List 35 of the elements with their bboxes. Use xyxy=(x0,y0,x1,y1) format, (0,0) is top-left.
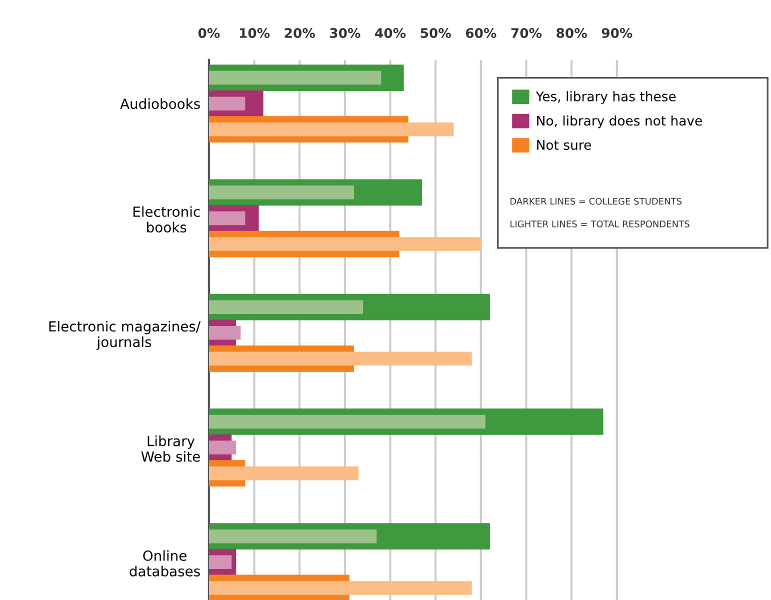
annotation: DARKER LINES = COLLEGE STUDENTS xyxy=(510,198,682,205)
bar xyxy=(208,352,472,366)
bar xyxy=(208,440,236,454)
legend-label: No, library does not have xyxy=(537,115,702,128)
bar xyxy=(208,70,382,85)
bar xyxy=(208,326,241,340)
annotation: LIGHTER LINES = TOTAL RESPONDENTS xyxy=(510,220,690,228)
y-tick-label: Electronic books xyxy=(134,206,200,233)
x-tick-label: 60% xyxy=(466,28,496,38)
y-tick-label: Audiobooks xyxy=(120,98,200,110)
y-tick-label: Electronic magazines/ journals xyxy=(49,320,201,350)
x-tick-label: 10% xyxy=(240,28,270,38)
bar xyxy=(208,96,246,110)
legend-label: Yes, library has these xyxy=(536,91,676,104)
x-tick-label: 30% xyxy=(330,28,360,38)
x-tick-label: 20% xyxy=(284,28,315,38)
y-tick-label: Library Web site xyxy=(141,436,200,462)
bar xyxy=(208,529,377,544)
x-tick-label: 80% xyxy=(556,28,587,38)
x-tick-label: 50% xyxy=(420,28,451,38)
bar xyxy=(208,555,232,570)
x-tick-label: 40% xyxy=(375,28,406,38)
bar xyxy=(208,300,364,314)
bar xyxy=(208,237,481,251)
bar xyxy=(208,211,246,226)
bar xyxy=(208,414,486,429)
bar xyxy=(208,122,454,136)
y-tick-label: Online databases xyxy=(130,550,200,576)
x-tick-label: 0% xyxy=(198,28,220,38)
bar xyxy=(208,581,472,595)
bar xyxy=(208,186,354,200)
x-tick-label: 70% xyxy=(511,28,542,38)
bar xyxy=(208,466,359,480)
legend-label: Not sure xyxy=(537,140,591,150)
x-tick-label: 90% xyxy=(602,28,632,38)
